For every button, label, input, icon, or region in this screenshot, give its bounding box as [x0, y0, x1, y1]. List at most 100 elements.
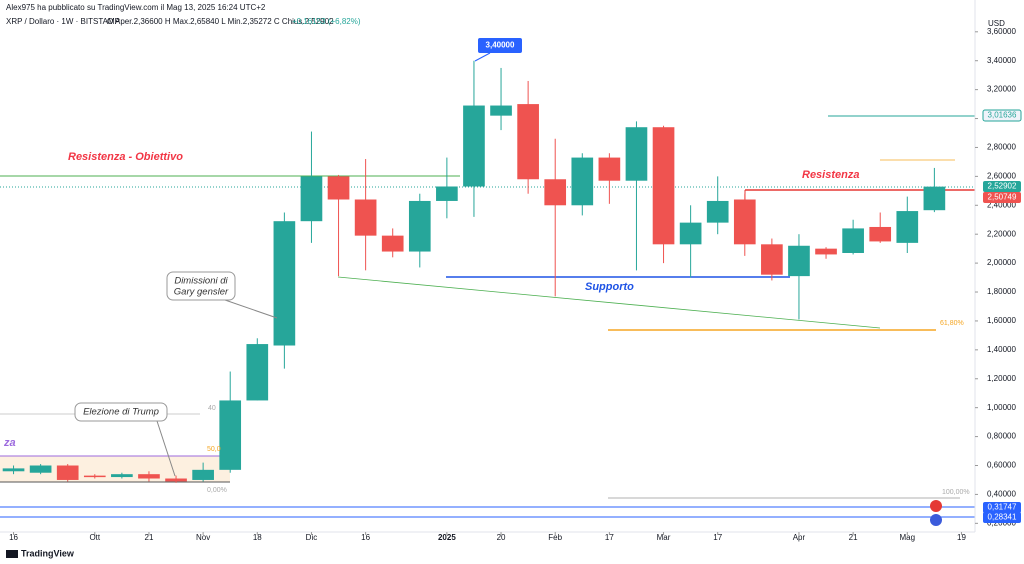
price-tag [478, 38, 522, 53]
candle-body [733, 199, 756, 245]
callout-text: Dimissioni di [174, 276, 228, 287]
fib-label: 100,00% [942, 489, 970, 496]
candle-body [192, 469, 214, 480]
callout-box [166, 271, 236, 301]
y-tick-label: 2,40000 [987, 200, 1016, 209]
candle-body [436, 186, 458, 201]
candle-body [706, 200, 729, 223]
price-tag-label: 0,31747 [988, 503, 1017, 512]
price-tag [983, 192, 1021, 203]
x-tick-label: Dic [306, 533, 318, 542]
price-tag-label: 3,40000 [486, 41, 515, 50]
candle-body [381, 235, 404, 252]
candle-body [842, 228, 864, 253]
annotation: Supporto [585, 281, 634, 293]
candle-body [544, 179, 567, 206]
candle-body [652, 127, 675, 245]
candle-body [165, 478, 187, 482]
annotation: Resistenza [802, 169, 859, 181]
candle-body [2, 468, 25, 472]
callout-box [74, 402, 168, 422]
candle-body [327, 176, 350, 200]
x-tick-label: 18 [253, 533, 262, 542]
price-tag [983, 181, 1021, 192]
ohlc: O Aper.2,36600 H Max.2,65840 L Min.2,352… [107, 17, 334, 26]
y-tick-label: 2,60000 [987, 171, 1016, 180]
price-tag-label: 2,50749 [988, 193, 1017, 202]
candle-body [408, 200, 431, 252]
symbol: XRP / Dollaro · 1W · BITSTAMP [6, 17, 120, 26]
callout-pointer [224, 299, 278, 319]
candle-body [219, 400, 242, 470]
tag-pointer [474, 52, 491, 62]
candle-body [517, 104, 539, 180]
x-tick-label: 2025 [438, 533, 456, 542]
callout-text: Gary gensler [174, 287, 229, 298]
y-tick-label: 1,40000 [987, 345, 1016, 354]
brand: TradingView [21, 548, 75, 558]
candle-body [83, 475, 106, 478]
candle-body [815, 248, 837, 255]
alert-icon [930, 500, 942, 512]
x-tick-label: 16 [361, 533, 370, 542]
candle-body [761, 244, 783, 275]
fib-label: 61,80% [940, 320, 964, 327]
candle-body [138, 474, 160, 479]
x-tick-label: Feb [548, 533, 562, 542]
y-tick-label: 2,20000 [987, 229, 1016, 238]
y-tick-label: 1,00000 [987, 403, 1016, 412]
x-tick-label: 20 [497, 533, 506, 542]
candle-body [273, 221, 296, 346]
callout-pointer [156, 420, 176, 477]
currency: USD [988, 19, 1005, 28]
candle-body [679, 222, 702, 245]
x-tick-label: 21 [849, 533, 858, 542]
candle-body [300, 176, 323, 222]
price-tag [983, 502, 1021, 513]
callout-text: Elezione di Trump [83, 407, 159, 418]
y-tick-label: 0,80000 [987, 432, 1016, 441]
y-tick-label: 0,40000 [987, 490, 1016, 499]
x-tick-label: Ott [89, 533, 100, 542]
y-tick-label: 3,20000 [987, 85, 1016, 94]
candle-body [463, 105, 485, 187]
y-tick-label: 2,00000 [987, 258, 1016, 267]
x-tick-label: Apr [793, 533, 806, 542]
candle-body [246, 344, 269, 401]
candle-body [923, 186, 946, 211]
candle-body [598, 157, 621, 181]
fib-label: 0,00% [207, 487, 227, 494]
x-tick-label: 21 [145, 533, 154, 542]
logo [6, 550, 18, 558]
x-tick-label: Nov [196, 533, 210, 542]
candle-body [354, 199, 377, 236]
annotation: Resistenza - Obiettivo [68, 151, 183, 163]
y-tick-label: 3,40000 [987, 56, 1016, 65]
candle-body [56, 465, 79, 480]
candle-body [29, 465, 52, 473]
flag-icon [930, 514, 942, 526]
change: +0,16153 (+6,82%) [292, 17, 361, 26]
x-tick-label: 17 [605, 533, 614, 542]
x-tick-label: 17 [713, 533, 722, 542]
price-tag-label: 0,28341 [988, 513, 1017, 522]
price-tag [982, 109, 1022, 122]
price-tag-label: 3,01636 [988, 111, 1017, 120]
y-tick-label: 0,60000 [987, 461, 1016, 470]
y-tick-label: 1,80000 [987, 287, 1016, 296]
fib-label: 40 [208, 405, 216, 412]
price-tag [983, 512, 1021, 523]
y-tick-label: 2,80000 [987, 143, 1016, 152]
author-line: Alex975 ha pubblicato su TradingView.com… [6, 3, 266, 12]
x-tick-label: 16 [9, 533, 18, 542]
x-tick-label: Mar [657, 533, 671, 542]
candle-body [571, 157, 594, 206]
candle-body [896, 211, 919, 243]
annotation: za [3, 437, 16, 449]
candle-body [625, 127, 648, 181]
candle-body [869, 226, 892, 242]
candles [2, 60, 946, 483]
y-tick-label: 1,20000 [987, 374, 1016, 383]
fib-label: 50,0 [207, 446, 221, 453]
